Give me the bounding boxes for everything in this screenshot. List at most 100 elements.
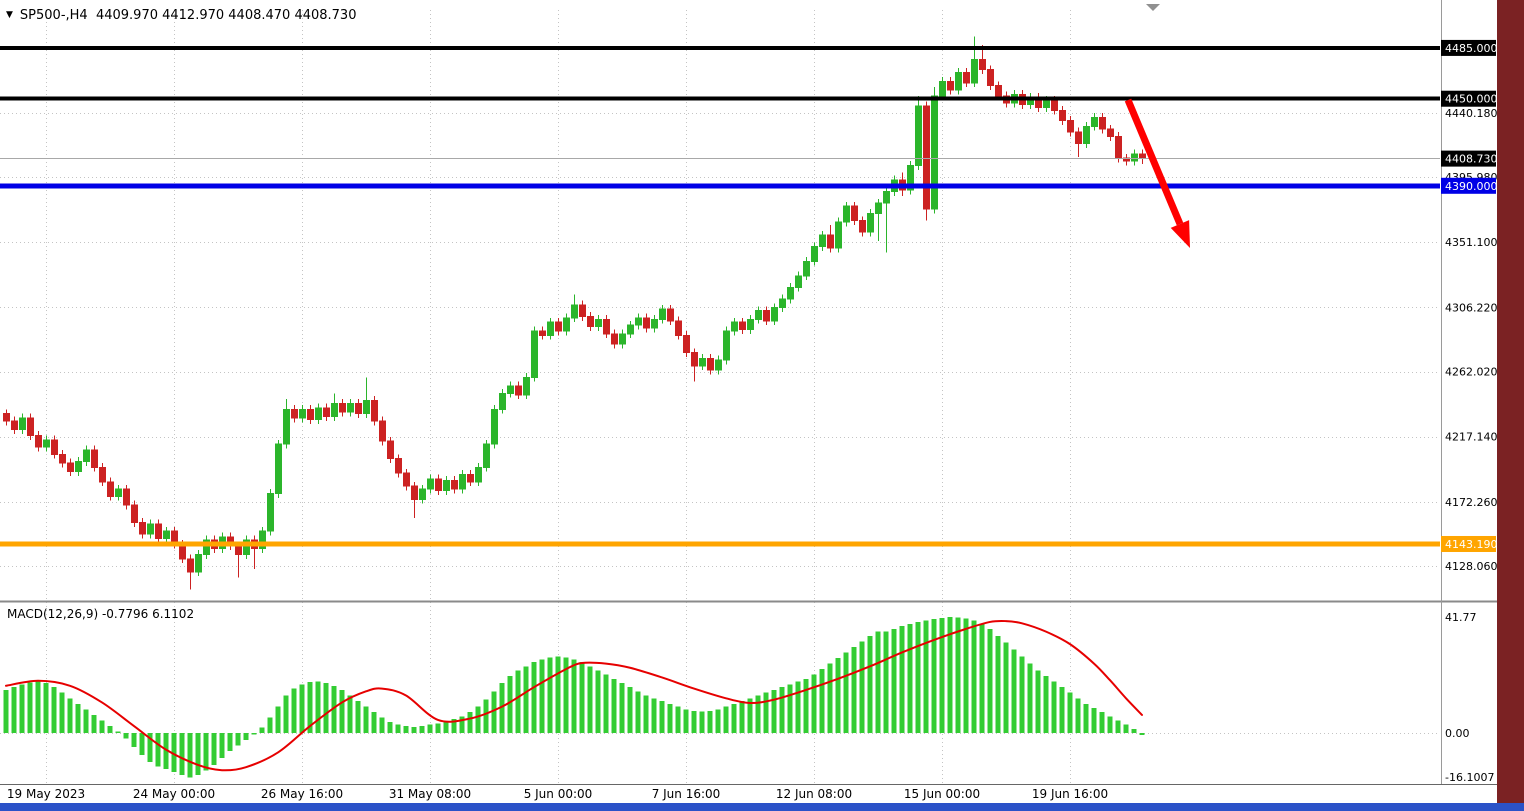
candle	[683, 330, 690, 358]
candle	[659, 304, 666, 324]
macd-scale-label: -16.1007	[1445, 771, 1494, 784]
candle	[123, 484, 130, 510]
candle	[651, 314, 658, 333]
main-chart-area[interactable]	[0, 10, 1440, 600]
price-scale-area[interactable]	[1442, 0, 1497, 784]
candle	[907, 161, 914, 195]
candle	[83, 445, 90, 466]
candle	[811, 242, 818, 266]
candle	[827, 224, 834, 253]
candle	[963, 68, 970, 88]
candle	[579, 300, 586, 321]
symbol-quote-text: SP500-,H4 4409.970 4412.970 4408.470 440…	[19, 8, 357, 23]
candle	[283, 399, 290, 449]
candle	[867, 209, 874, 237]
candle	[771, 303, 778, 326]
right-edge-strip	[1497, 0, 1524, 803]
symbol-marker-icon: ▼	[6, 10, 13, 20]
chart-shift-marker-icon[interactable]	[1146, 4, 1160, 11]
candle	[403, 468, 410, 491]
candle	[835, 217, 842, 253]
candle	[1075, 127, 1082, 157]
candle	[331, 393, 338, 421]
svg-text:4485.000: 4485.000	[1445, 42, 1498, 55]
candle	[971, 36, 978, 88]
candle	[955, 68, 962, 95]
candle	[1107, 124, 1114, 141]
candle	[499, 388, 506, 414]
candle	[915, 95, 922, 170]
price-label: 4306.220	[1445, 301, 1498, 314]
candle	[587, 312, 594, 331]
candle	[107, 477, 114, 501]
time-label: 19 Jun 16:00	[1032, 787, 1108, 801]
macd-panel-area[interactable]	[0, 604, 1440, 783]
candle	[611, 329, 618, 349]
price-badge: 4485.000	[1441, 39, 1498, 56]
price-label: 4262.020	[1445, 366, 1498, 379]
candle	[699, 354, 706, 371]
candle	[931, 87, 938, 214]
candle	[675, 316, 682, 340]
candle	[451, 476, 458, 494]
trend-arrow-annotation[interactable]	[1124, 98, 1190, 248]
candle	[475, 462, 482, 487]
candle	[483, 439, 490, 472]
candle	[355, 399, 362, 419]
time-label: 7 Jun 16:00	[652, 787, 721, 801]
svg-text:4408.730: 4408.730	[1445, 153, 1498, 166]
candle	[923, 101, 930, 221]
candle	[1131, 149, 1138, 166]
candle	[763, 306, 770, 326]
candle	[19, 413, 26, 434]
candle	[363, 377, 370, 419]
time-scale-area[interactable]	[0, 785, 1440, 803]
candle	[947, 76, 954, 95]
candle	[187, 554, 194, 590]
time-label: 24 May 00:00	[133, 787, 215, 801]
candle	[155, 519, 162, 543]
candle	[147, 519, 154, 539]
macd-signal-line	[5, 619, 1143, 772]
time-label: 5 Jun 00:00	[524, 787, 593, 801]
candle	[347, 399, 354, 417]
svg-text:4450.000: 4450.000	[1445, 93, 1498, 106]
candle	[531, 326, 538, 382]
candle	[11, 416, 18, 434]
price-label: 4172.260	[1445, 496, 1498, 509]
candle	[3, 409, 10, 426]
candle	[307, 404, 314, 424]
candle	[115, 484, 122, 501]
candle	[627, 320, 634, 339]
candle	[883, 187, 890, 253]
macd-histogram	[3, 617, 1145, 778]
price-label: 4351.100	[1445, 236, 1498, 249]
candle	[1059, 105, 1066, 125]
candle	[739, 317, 746, 334]
candle	[259, 526, 266, 553]
candle	[667, 304, 674, 326]
candle	[395, 454, 402, 478]
candle	[635, 313, 642, 330]
time-label: 12 Jun 08:00	[776, 787, 852, 801]
candle	[459, 470, 466, 494]
candle	[243, 535, 250, 559]
macd-indicator-label: MACD(12,26,9) -0.7796 6.1102	[7, 607, 195, 621]
candle	[731, 317, 738, 336]
candle	[1091, 113, 1098, 131]
candle	[787, 283, 794, 304]
candle	[323, 403, 330, 421]
candle	[643, 313, 650, 333]
candle	[1067, 116, 1074, 137]
candle	[563, 313, 570, 336]
time-label: 19 May 2023	[7, 787, 85, 801]
candle	[851, 201, 858, 225]
candle	[491, 404, 498, 449]
candle	[571, 294, 578, 323]
candle	[203, 535, 210, 559]
candle	[387, 436, 394, 463]
candle	[315, 403, 322, 424]
candle	[547, 317, 554, 340]
